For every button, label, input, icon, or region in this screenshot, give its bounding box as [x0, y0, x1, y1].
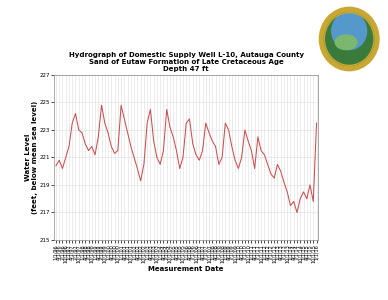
Y-axis label: Water Level
(feet, below mean sea level): Water Level (feet, below mean sea level) [25, 101, 38, 214]
X-axis label: Measurement Date: Measurement Date [149, 266, 224, 272]
Circle shape [332, 13, 367, 50]
Title: Hydrograph of Domestic Supply Well L-10, Autauga County
Sand of Eutaw Formation : Hydrograph of Domestic Supply Well L-10,… [69, 52, 304, 72]
Circle shape [319, 7, 379, 71]
Circle shape [324, 13, 374, 65]
Ellipse shape [335, 35, 357, 50]
